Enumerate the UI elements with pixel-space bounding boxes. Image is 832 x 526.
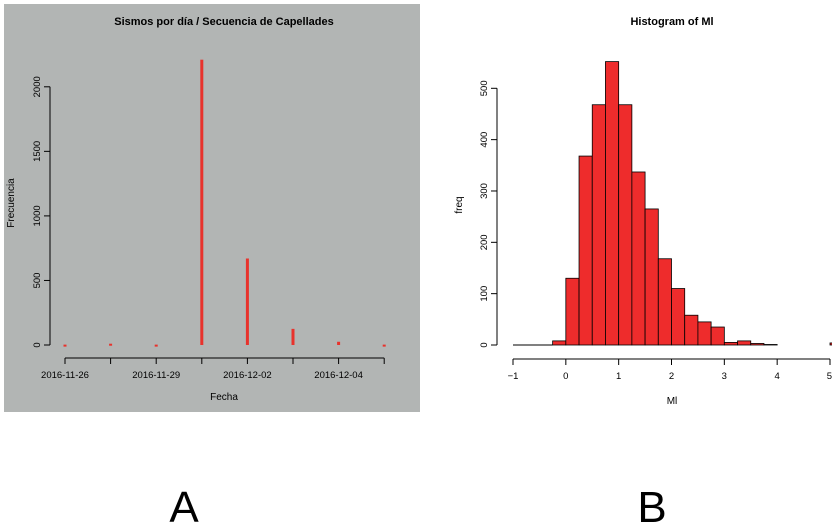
- chart-a-y-tick-label: 1500: [32, 141, 43, 162]
- chart-b-y-axis: 0 100 200 300 400 500: [479, 80, 498, 348]
- chart-b-bar: [591, 104, 606, 346]
- chart-b: Histogram of Ml 0 100 200 300 400 500 −1 0 1 2 3 4…: [454, 16, 832, 407]
- chart-b-x-tick-label: 2: [669, 371, 674, 382]
- chart-b-bar: [644, 208, 659, 346]
- chart-b-bar: [684, 314, 699, 346]
- chart-b-x-tick-label: −1: [508, 371, 519, 382]
- chart-a-y-tick-label: 500: [32, 273, 43, 289]
- chart-a: Sismos por día / Secuencia de Capellades…: [4, 4, 420, 412]
- chart-b-y-tick-label: 300: [479, 183, 490, 199]
- chart-b-y-tick-label: 100: [479, 286, 490, 302]
- chart-b-y-label: freq: [454, 196, 465, 213]
- chart-b-bar: [552, 340, 567, 346]
- chart-a-background: [4, 4, 420, 412]
- chart-b-y-tick-label: 0: [479, 342, 490, 347]
- chart-a-y-axis: 0 500 1000 1500 2000: [32, 76, 51, 348]
- chart-a-bar: [382, 344, 386, 347]
- chart-a-bar: [63, 344, 67, 347]
- chart-b-x-label: Ml: [667, 396, 678, 407]
- chart-b-x-tick-label: 0: [563, 371, 568, 382]
- chart-a-bar: [200, 59, 204, 346]
- chart-b-title: Histogram of Ml: [630, 16, 713, 28]
- chart-a-title: Sismos por día / Secuencia de Capellades: [114, 16, 333, 28]
- chart-a-bars: [63, 59, 386, 347]
- chart-b-bar: [618, 104, 633, 346]
- chart-a-y-label: Frecuencia: [6, 178, 17, 228]
- chart-b-bar: [829, 342, 832, 346]
- chart-b-bar: [605, 61, 620, 346]
- chart-b-bar: [763, 344, 778, 346]
- chart-b-x-tick-label: 1: [616, 371, 621, 382]
- chart-b-y-tick-label: 500: [479, 80, 490, 96]
- chart-a-x-tick-label: 2016-11-26: [41, 370, 89, 381]
- chart-b-y-tick-label: 200: [479, 234, 490, 250]
- chart-b-bar: [671, 288, 686, 346]
- chart-a-bar: [154, 344, 158, 347]
- chart-b-bar: [631, 171, 646, 346]
- chart-a-y-tick-label: 0: [32, 342, 43, 347]
- chart-a-x-tick-label: 2016-11-29: [132, 370, 180, 381]
- chart-a-x-tick-label: 2016-12-04: [314, 370, 363, 381]
- chart-a-x-axis: 2016-11-26 2016-11-29 2016-12-02 2016-12-04: [41, 357, 385, 381]
- chart-b-bar: [737, 340, 752, 346]
- chart-b-bar: [697, 321, 712, 346]
- chart-b-bars: [513, 61, 832, 346]
- chart-b-bar: [565, 277, 580, 346]
- chart-b-bar: [750, 343, 765, 346]
- chart-b-x-tick-label: 3: [722, 371, 727, 382]
- chart-b-bar: [723, 342, 738, 346]
- chart-b-y-tick-label: 400: [479, 132, 490, 148]
- panel-label-b: B: [637, 483, 666, 526]
- chart-b-bar: [710, 326, 725, 346]
- chart-a-y-tick-label: 1000: [32, 205, 43, 226]
- chart-b-x-tick-label: 4: [775, 371, 780, 382]
- chart-a-bar: [337, 341, 341, 345]
- chart-a-bar: [291, 328, 295, 345]
- chart-a-bar: [109, 343, 113, 346]
- chart-a-y-tick-label: 2000: [32, 76, 43, 97]
- chart-b-x-tick-label: 5: [827, 371, 832, 382]
- chart-b-bar: [657, 258, 672, 346]
- panel-label-a: A: [169, 483, 199, 526]
- chart-a-bar: [245, 258, 249, 345]
- chart-b-bar: [578, 155, 593, 346]
- chart-a-x-tick-label: 2016-12-02: [223, 370, 272, 381]
- chart-a-x-label: Fecha: [210, 392, 238, 403]
- chart-b-x-axis: −1 0 1 2 3 4 5: [508, 358, 832, 382]
